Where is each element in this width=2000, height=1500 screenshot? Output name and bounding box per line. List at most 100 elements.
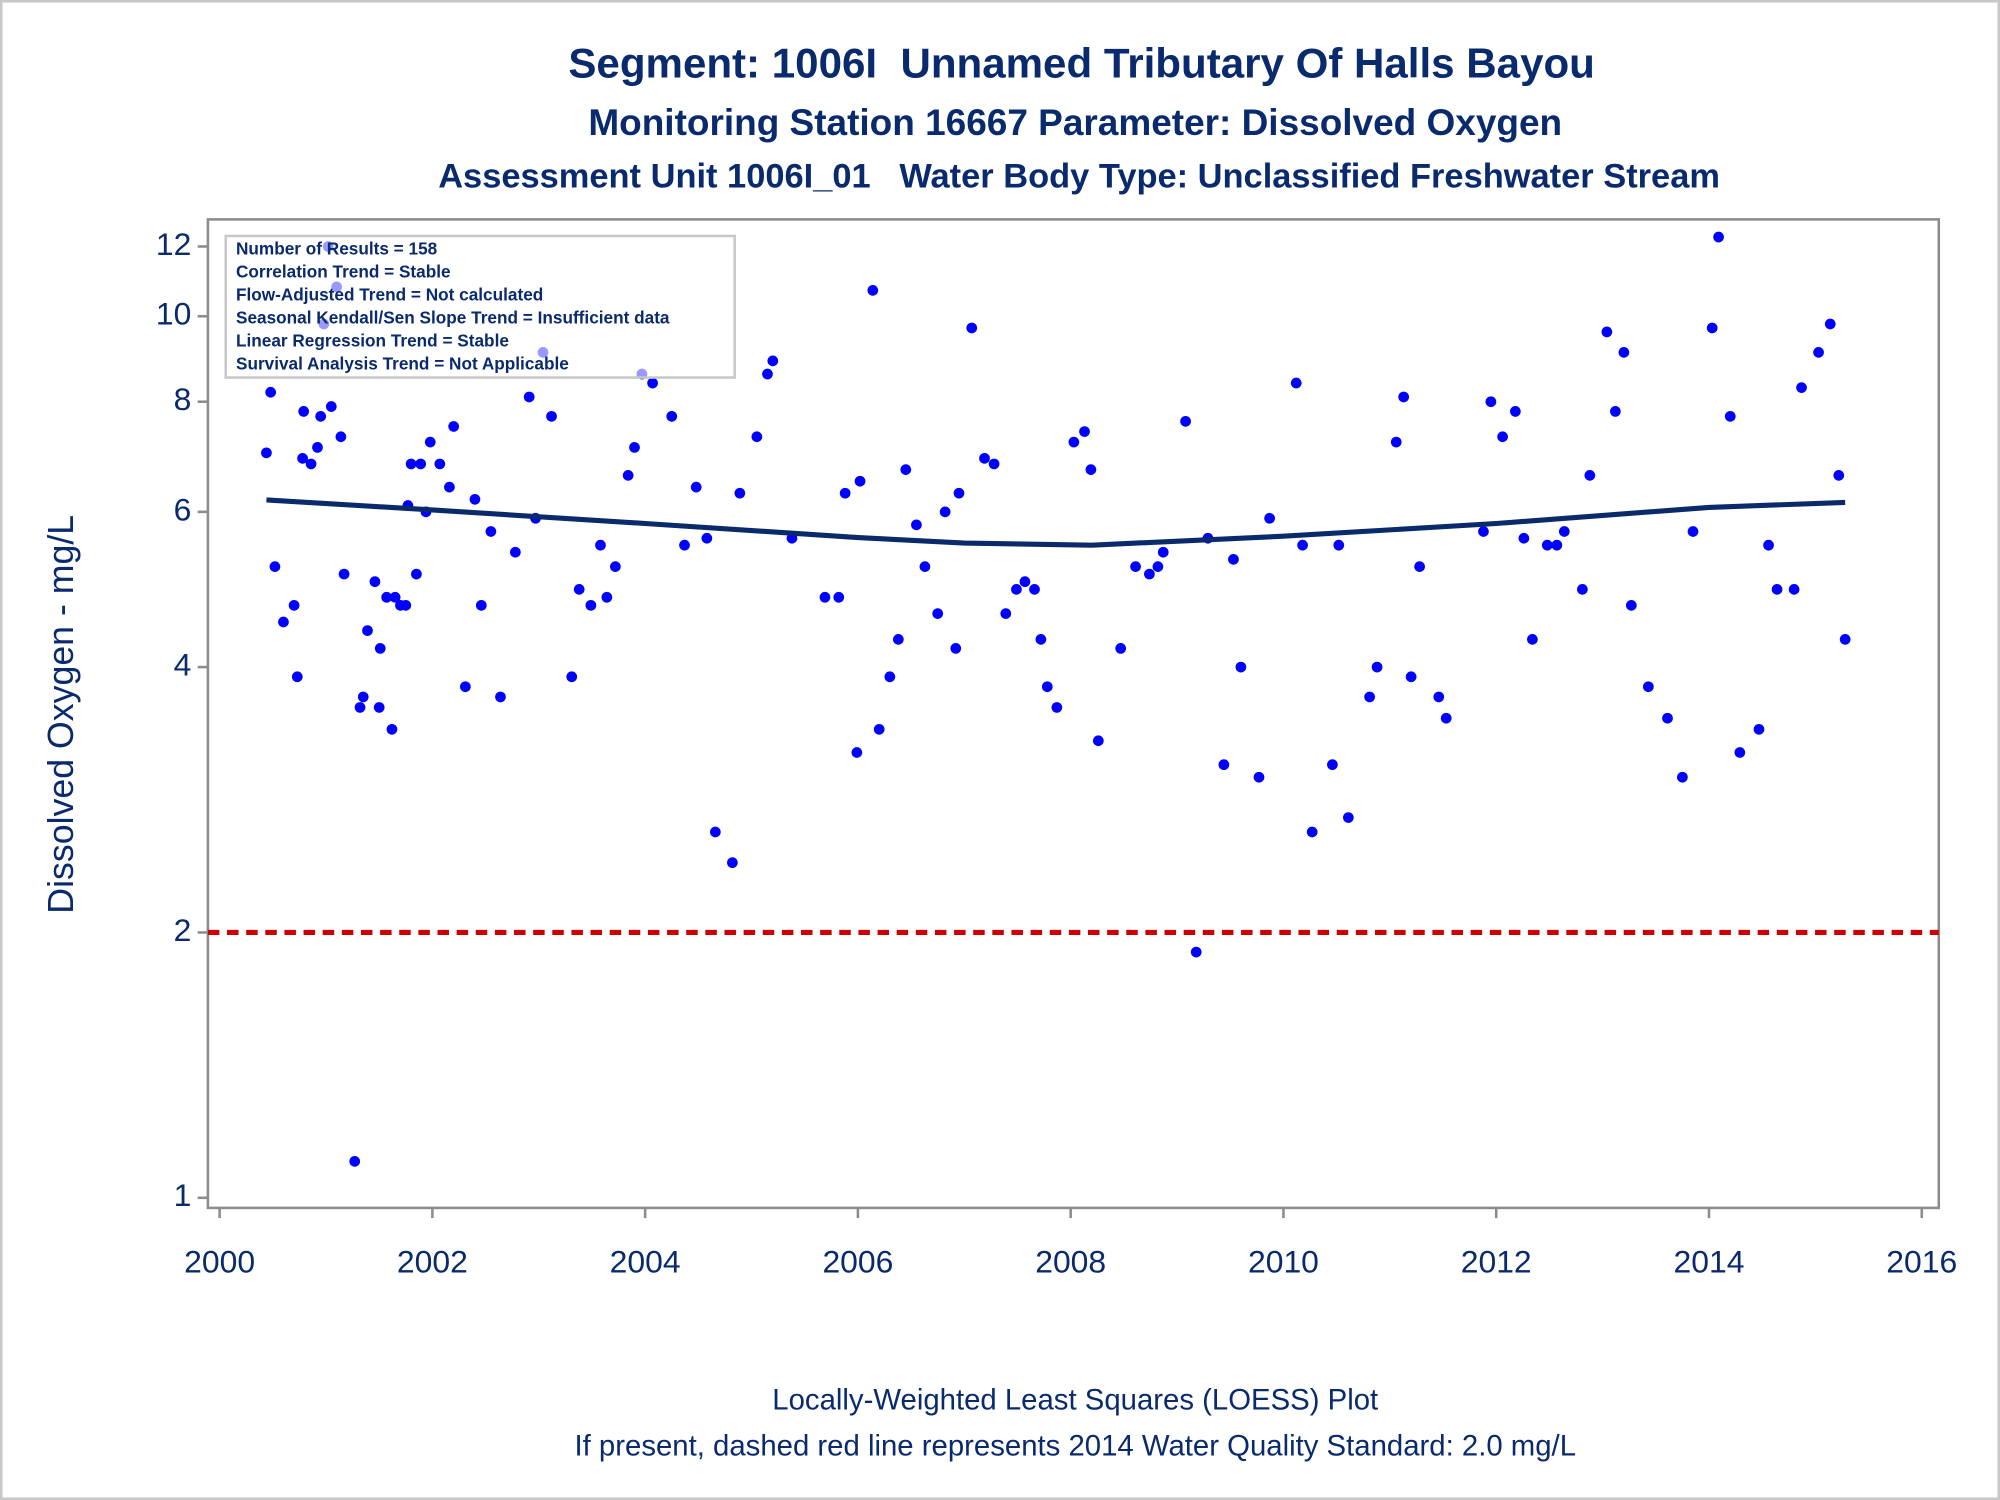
data-point: [475, 599, 487, 611]
data-point: [851, 747, 863, 758]
data-point: [1414, 561, 1425, 572]
footnote: Locally-Weighted Least Squares (LOESS) P…: [772, 1384, 1378, 1417]
data-point: [312, 442, 323, 453]
info-text: Number of Results = 158: [236, 239, 438, 259]
data-point: [424, 436, 436, 448]
data-point: [1577, 584, 1588, 595]
data-point: [622, 470, 634, 481]
data-point: [357, 691, 369, 703]
data-point: [523, 391, 535, 403]
data-point: [1297, 539, 1308, 551]
y-tick-label: 10: [156, 296, 191, 332]
data-point: [1478, 526, 1489, 537]
data-point: [950, 643, 962, 654]
info-text: Flow-Adjusted Trend = Not calculated: [236, 284, 543, 304]
y-tick-label: 1: [174, 1177, 192, 1213]
data-point: [854, 475, 866, 487]
data-point: [1390, 436, 1402, 448]
data-point: [374, 643, 386, 654]
data-point: [595, 539, 606, 551]
x-tick-label: 2000: [184, 1243, 255, 1279]
data-point: [389, 591, 401, 603]
data-point: [1824, 318, 1836, 330]
data-point: [1218, 759, 1230, 771]
data-point: [1734, 747, 1746, 758]
data-point: [1833, 470, 1845, 481]
data-point: [1839, 634, 1851, 645]
data-point: [727, 857, 738, 869]
subtitle: Monitoring Station 16667 Parameter: Diss…: [588, 102, 1562, 143]
data-point: [1079, 426, 1090, 437]
data-point: [1440, 712, 1452, 724]
data-point: [701, 532, 713, 544]
data-point: [325, 401, 337, 412]
data-point: [1144, 568, 1155, 580]
data-point: [892, 634, 904, 645]
data-point: [338, 568, 350, 580]
data-point: [1485, 396, 1497, 408]
data-point: [629, 442, 640, 453]
data-point: [1029, 584, 1040, 595]
data-point: [1610, 406, 1621, 417]
data-point: [1763, 539, 1774, 551]
data-point: [939, 506, 951, 518]
data-point: [585, 599, 597, 611]
data-point: [510, 546, 521, 558]
data-point: [1706, 322, 1718, 334]
data-point: [298, 406, 310, 417]
x-tick-label: 2016: [1886, 1243, 1957, 1279]
x-tick-label: 2002: [397, 1243, 468, 1279]
data-point: [884, 671, 896, 683]
data-point: [1051, 702, 1063, 713]
data-point: [261, 447, 272, 459]
data-point: [932, 608, 944, 619]
y-tick-label: 8: [174, 381, 192, 417]
data-point: [411, 568, 422, 580]
data-point: [1011, 584, 1022, 595]
data-point: [1190, 946, 1202, 958]
data-point: [1433, 691, 1445, 703]
y-tick-label: 2: [174, 912, 192, 948]
data-point: [953, 487, 965, 499]
data-point: [819, 591, 831, 603]
data-point: [979, 452, 990, 464]
data-point: [373, 702, 385, 713]
data-point: [1584, 470, 1596, 481]
data-point: [1796, 382, 1807, 393]
data-point: [1327, 759, 1338, 771]
data-point: [566, 671, 578, 683]
data-point: [288, 599, 300, 611]
data-point: [900, 464, 912, 475]
data-point: [1551, 539, 1563, 551]
loess-line: [266, 497, 1846, 548]
data-point: [647, 377, 658, 389]
data-point: [1235, 661, 1247, 673]
data-point: [1157, 546, 1169, 558]
data-point: [291, 671, 303, 683]
data-point: [1527, 634, 1538, 645]
data-point: [751, 431, 763, 443]
data-point: [1364, 691, 1375, 703]
data-point: [485, 526, 497, 537]
y-tick-label: 4: [174, 647, 192, 683]
info-box: [224, 234, 736, 379]
info-text: Correlation Trend = Stable: [236, 262, 451, 282]
data-point: [919, 561, 931, 572]
data-point: [269, 561, 281, 572]
data-point: [1771, 584, 1783, 595]
data-point: [966, 322, 978, 334]
data-point: [335, 431, 347, 443]
info-text: Seasonal Kendall/Sen Slope Trend = Insuf…: [236, 307, 670, 327]
data-point: [405, 458, 417, 470]
data-point: [1228, 553, 1239, 565]
data-point: [265, 386, 277, 398]
data-point: [354, 702, 366, 713]
data-point: [362, 625, 373, 636]
data-point: [386, 723, 398, 735]
data-point: [1713, 231, 1724, 243]
data-point: [415, 458, 427, 470]
data-point: [1342, 812, 1354, 823]
data-point: [1813, 347, 1824, 358]
data-point: [867, 285, 879, 296]
